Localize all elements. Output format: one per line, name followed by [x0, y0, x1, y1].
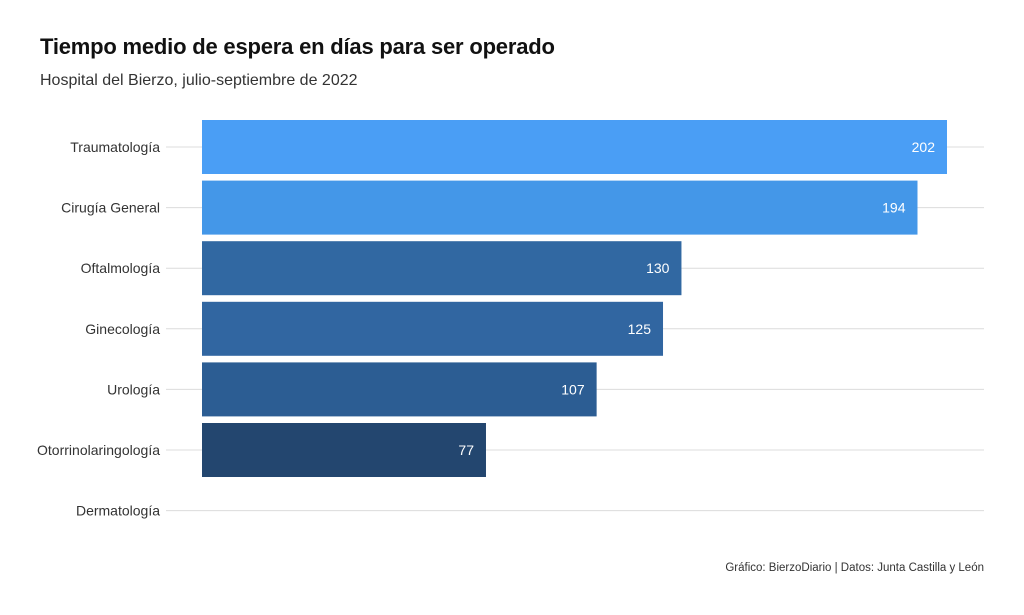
bar: [202, 301, 664, 356]
category-label: Cirugía General: [61, 200, 160, 216]
bar: [202, 241, 682, 296]
value-label: 77: [458, 442, 474, 458]
source-credit: Gráfico: BierzoDiario | Datos: Junta Cas…: [725, 562, 984, 574]
category-label: Traumatología: [70, 139, 160, 155]
chart-title: Tiempo medio de espera en días para ser …: [40, 34, 555, 59]
value-label: 194: [882, 200, 906, 216]
category-label: Dermatología: [76, 503, 160, 519]
bar: [202, 423, 486, 477]
category-label: Urología: [107, 381, 160, 397]
value-label: 125: [628, 321, 652, 337]
category-labels: Traumatología Cirugía General Oftalmología…: [37, 139, 160, 519]
value-labels: 202 194 130 125 107 77: [458, 139, 935, 458]
chart-subtitle: Hospital del Bierzo, julio-septiembre de…: [40, 72, 358, 89]
bar: [202, 362, 597, 417]
category-label: Otorrinolaringología: [37, 442, 160, 458]
bar: [202, 120, 947, 174]
value-label: 202: [912, 139, 936, 155]
category-label: Oftalmología: [81, 260, 161, 276]
value-label: 107: [561, 381, 585, 397]
category-label: Ginecología: [85, 321, 160, 337]
bar: [202, 180, 918, 235]
bars: [202, 120, 947, 477]
value-label: 130: [646, 260, 670, 276]
